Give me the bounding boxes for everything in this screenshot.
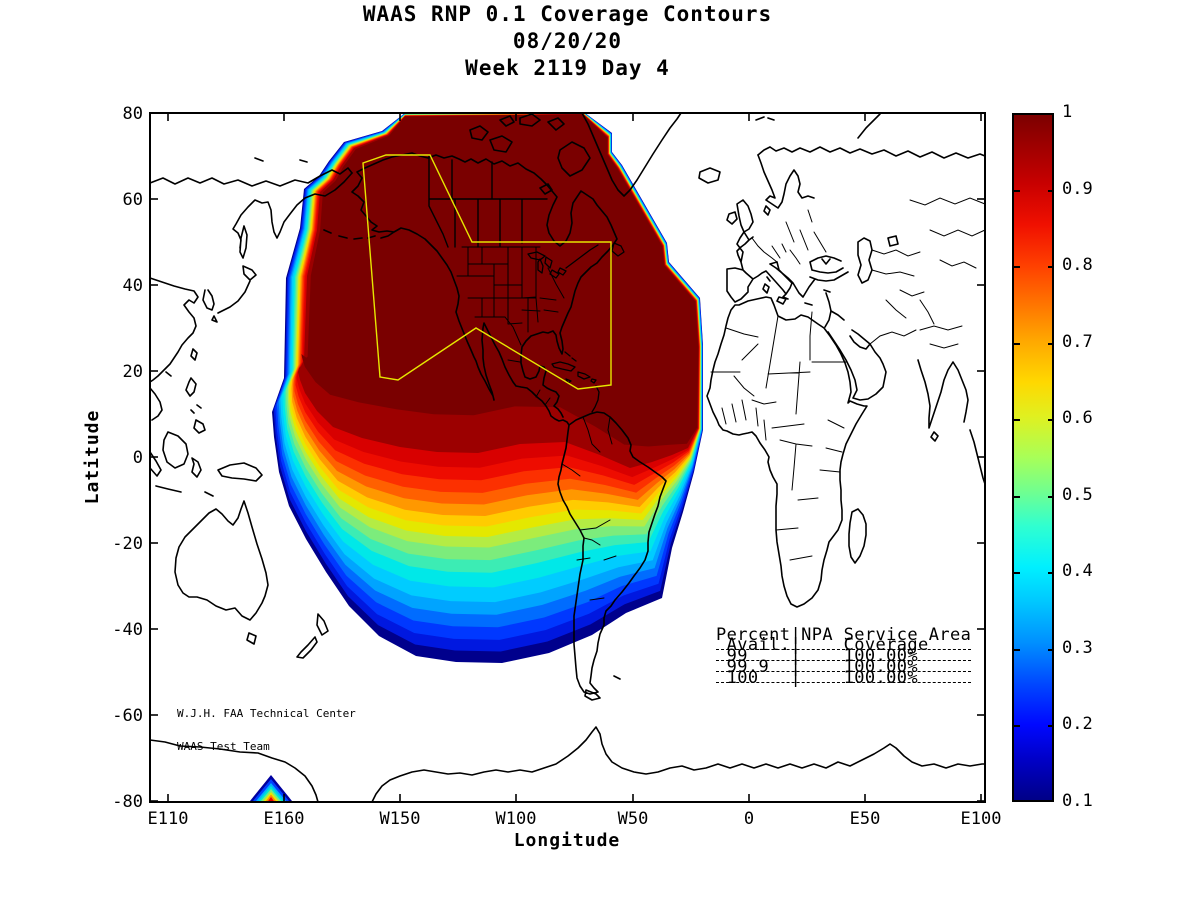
colorbar-tick-mark — [1048, 266, 1054, 268]
colorbar-tick-mark — [1014, 419, 1020, 421]
coastline-madagascar — [848, 508, 867, 564]
colorbar-tick-label: 0.2 — [1062, 714, 1093, 734]
x-tick-label: E110 — [148, 809, 189, 829]
colorbar-tick-label: 0.5 — [1062, 485, 1093, 505]
borders-mexico-central-america — [507, 359, 551, 406]
coverage-contour-bands — [272, 113, 703, 663]
coastline-newfoundland-lakes — [565, 242, 625, 269]
y-tick-label: 20 — [123, 362, 143, 382]
colorbar-tick-label: 0.3 — [1062, 638, 1093, 658]
great-lakes — [527, 251, 567, 279]
colorbar-tick-mark — [1014, 496, 1020, 498]
coastline-iceland — [698, 167, 721, 184]
coverage-table-line: 99 | 100.00% — [716, 648, 972, 665]
x-tick-label: E100 — [961, 809, 1002, 829]
coastline-north-america — [323, 152, 618, 426]
y-tick-label: -40 — [112, 620, 143, 640]
coastline-siberia — [149, 157, 353, 187]
colorbar-tick-label: 0.8 — [1062, 255, 1093, 275]
coastline-russian-arctic — [755, 113, 986, 159]
coastline-east-asia — [149, 172, 353, 421]
colorbar-tick-label: 0.6 — [1062, 408, 1093, 428]
borders-us-states — [456, 246, 565, 346]
colorbar-tick-mark — [1014, 649, 1020, 651]
colorbar-gradient — [1012, 113, 1054, 802]
coverage-table-line: 100 | 100.00% — [716, 670, 972, 687]
x-tick-label: E160 — [264, 809, 305, 829]
coverage-table-line: Avail.| Coverage — [716, 637, 972, 654]
borders-canada-alaska — [428, 155, 548, 248]
colorbar — [1012, 113, 1054, 802]
x-tick-label: 0 — [744, 809, 754, 829]
chart-title: WAAS RNP 0.1 Coverage Contours — [362, 2, 773, 26]
npa-service-area-outline — [362, 154, 612, 390]
y-axis-label: Latitude — [82, 410, 103, 505]
colorbar-labels: 1 0.9 0.8 0.7 0.6 0.5 0.4 0.3 0.2 0.1 — [1012, 0, 1093, 900]
colorbar-tick-label: 1 — [1062, 102, 1073, 122]
coastline-europe — [726, 154, 849, 328]
coastline-south-america — [557, 411, 667, 701]
colorbar-tick-mark — [1014, 343, 1020, 345]
colorbar-tick-mark — [1048, 725, 1054, 727]
coastline-australia — [174, 500, 269, 645]
x-tick-label: W150 — [380, 809, 421, 829]
y-tick-label: -20 — [112, 534, 143, 554]
colorbar-tick-label: 0.7 — [1062, 332, 1093, 352]
y-tick-label: -60 — [112, 706, 143, 726]
borders-asia — [869, 197, 986, 349]
axis-layer: E110 E160 W150 W100 W50 0 E50 E100 80 60 40 20 0 -20 -… — [82, 104, 1001, 851]
y-tick-label: -80 — [112, 792, 143, 812]
colorbar-tick-mark — [1048, 496, 1054, 498]
colorbar-tick-label: 0.1 — [1062, 791, 1093, 811]
borders-africa — [710, 311, 847, 561]
colorbar-tick-mark — [1048, 572, 1054, 574]
borders-europe — [742, 209, 827, 280]
credit-line-2: WAAS Test Team — [177, 740, 270, 753]
x-tick-label: W100 — [496, 809, 537, 829]
x-tick-label: E50 — [850, 809, 881, 829]
colorbar-tick-mark — [1014, 190, 1020, 192]
y-tick-label: 80 — [123, 104, 143, 124]
caspian-aral — [857, 235, 899, 284]
colorbar-tick-mark — [1048, 419, 1054, 421]
coverage-table-line: 99.9 | 100.00% — [716, 659, 972, 676]
borders-south-america — [561, 416, 617, 601]
coastline-africa — [706, 296, 868, 608]
axis-box — [149, 112, 986, 803]
colorbar-tick-mark — [1014, 725, 1020, 727]
chart-week-day: Week 2119 Day 4 — [465, 56, 670, 80]
coastline-southeast-asia-islands — [149, 377, 263, 497]
colorbar-tick-label: 0.4 — [1062, 561, 1093, 581]
arctic-islands — [469, 113, 591, 195]
anomaly-contour-triangle — [250, 775, 292, 801]
coastline-antarctica — [149, 726, 986, 803]
coastline-new-zealand — [296, 613, 329, 659]
colorbar-tick-label: 0.9 — [1062, 179, 1093, 199]
colorbar-tick-mark — [1014, 266, 1020, 268]
colorbar-tick-mark — [1048, 649, 1054, 651]
credit-text: W.J.H. FAA Technical Center WAAS Test Te… — [177, 686, 356, 774]
coastline-greenland — [581, 112, 682, 197]
colorbar-tick-mark — [1048, 190, 1054, 192]
coastline-arabia-india — [827, 310, 986, 485]
colorbar-tick-mark — [1048, 343, 1054, 345]
y-tick-label: 0 — [133, 448, 143, 468]
chart-date: 08/20/20 — [512, 29, 623, 53]
colorbar-tick-mark — [1014, 572, 1020, 574]
x-tick-label: W50 — [618, 809, 649, 829]
caribbean-islands — [551, 351, 600, 413]
y-tick-label: 60 — [123, 190, 143, 210]
credit-line-1: W.J.H. FAA Technical Center — [177, 707, 356, 720]
coverage-table: Percent|NPA Service Area Avail.| Coverag… — [716, 627, 972, 687]
y-tick-label: 40 — [123, 276, 143, 296]
x-axis-label: Longitude — [514, 830, 621, 851]
